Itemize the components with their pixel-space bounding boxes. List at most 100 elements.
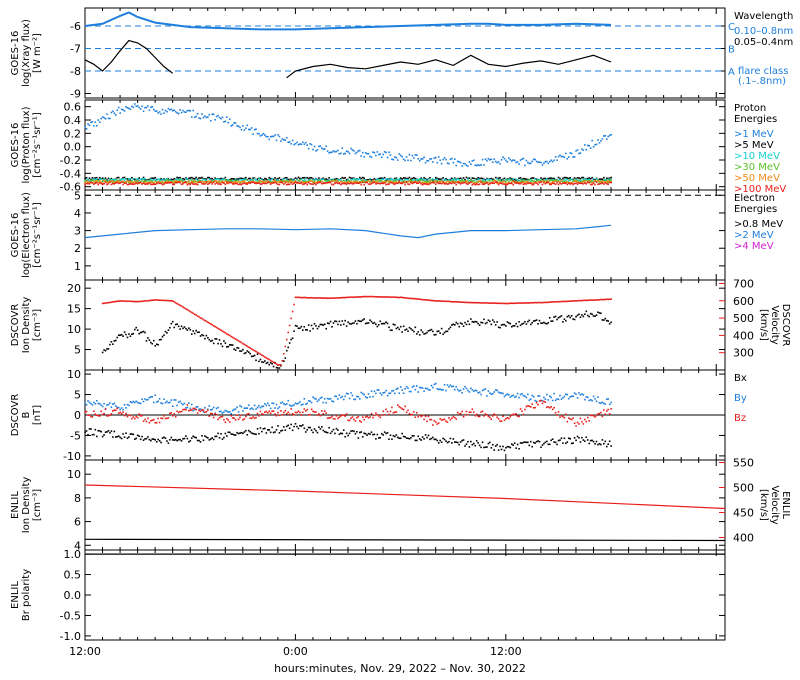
- data-point: [217, 432, 219, 435]
- data-point: [204, 183, 206, 185]
- data-point: [97, 429, 100, 432]
- data-point: [299, 401, 301, 403]
- data-point: [189, 183, 192, 186]
- data-point: [578, 152, 580, 155]
- data-point: [281, 181, 284, 184]
- data-point: [94, 413, 97, 415]
- data-point: [433, 181, 436, 184]
- data-point: [547, 301, 550, 304]
- data-point: [396, 404, 399, 406]
- data-point: [316, 414, 319, 416]
- data-point: [278, 135, 281, 138]
- data-point: [114, 300, 117, 303]
- data-point: [278, 180, 281, 183]
- y2-axis-label: ENLILVelocity[km/s]: [758, 485, 791, 524]
- data-point: [287, 399, 290, 402]
- data-point: [567, 300, 570, 303]
- data-point: [491, 179, 494, 182]
- data-point: [451, 442, 453, 444]
- data-point: [208, 405, 211, 407]
- data-point: [448, 300, 450, 303]
- data-point: [603, 179, 605, 182]
- data-point: [313, 180, 316, 182]
- data-point: [480, 181, 482, 183]
- data-point: [468, 179, 471, 182]
- data-point: [499, 302, 501, 305]
- data-point: [101, 405, 104, 408]
- data-point: [112, 343, 114, 345]
- y-axis-label-line: GOES-16: [10, 213, 21, 258]
- data-point: [87, 400, 89, 402]
- data-point: [446, 180, 449, 183]
- data-point: [369, 433, 371, 435]
- data-point: [465, 410, 468, 413]
- data-point: [582, 439, 585, 441]
- data-point: [155, 421, 158, 424]
- data-point: [240, 128, 243, 131]
- data-point: [214, 180, 216, 182]
- y-axis-label: GOES-16log(Electron flux)[cm⁻²s⁻¹sr⁻¹]: [10, 192, 43, 278]
- data-point: [119, 411, 121, 414]
- data-point: [543, 396, 545, 399]
- data-point: [430, 181, 433, 184]
- data-point: [506, 393, 509, 396]
- data-point: [107, 117, 110, 120]
- data-point: [354, 398, 357, 401]
- data-point: [534, 181, 536, 184]
- data-point: [236, 346, 238, 349]
- data-point: [585, 182, 588, 185]
- data-point: [189, 328, 192, 331]
- data-point: [212, 416, 215, 419]
- data-point: [541, 164, 544, 166]
- y2-tick-label: 600: [733, 295, 754, 308]
- data-point: [556, 398, 558, 400]
- data-point: [448, 440, 450, 443]
- data-point: [527, 405, 529, 407]
- data-point: [252, 432, 254, 435]
- data-point: [337, 429, 339, 431]
- data-point: [268, 358, 271, 361]
- data-point: [233, 183, 235, 185]
- data-point: [169, 438, 171, 441]
- data-point: [331, 400, 333, 402]
- data-point: [101, 302, 104, 305]
- data-point: [502, 323, 504, 326]
- data-point: [544, 177, 547, 180]
- data-point: [341, 432, 344, 435]
- data-point: [299, 182, 301, 185]
- data-point: [357, 319, 360, 322]
- data-point: [190, 180, 193, 183]
- data-point: [261, 183, 263, 185]
- data-point: [417, 415, 420, 418]
- data-point: [132, 433, 135, 436]
- data-point: [407, 178, 409, 181]
- data-point: [496, 443, 498, 446]
- data-point: [141, 435, 143, 438]
- data-point: [271, 410, 273, 412]
- data-point: [443, 181, 446, 184]
- data-point: [126, 180, 129, 182]
- data-point: [356, 178, 358, 181]
- data-point: [502, 179, 504, 182]
- data-point: [218, 410, 221, 413]
- data-point: [411, 435, 414, 437]
- data-point: [223, 331, 225, 333]
- data-point: [345, 432, 348, 435]
- data-point: [351, 394, 354, 397]
- data-point: [302, 179, 304, 182]
- data-point: [360, 177, 363, 180]
- data-point: [529, 178, 532, 181]
- data-point: [347, 419, 349, 422]
- data-point: [525, 323, 528, 325]
- data-point: [167, 329, 170, 331]
- data-point: [443, 418, 446, 421]
- data-point: [557, 179, 560, 182]
- data-point: [304, 403, 307, 406]
- data-point: [163, 182, 165, 184]
- data-point: [446, 441, 449, 444]
- data-point: [398, 405, 401, 408]
- data-point: [144, 438, 146, 440]
- data-point: [515, 447, 517, 449]
- data-point: [560, 155, 563, 158]
- data-point: [442, 181, 444, 183]
